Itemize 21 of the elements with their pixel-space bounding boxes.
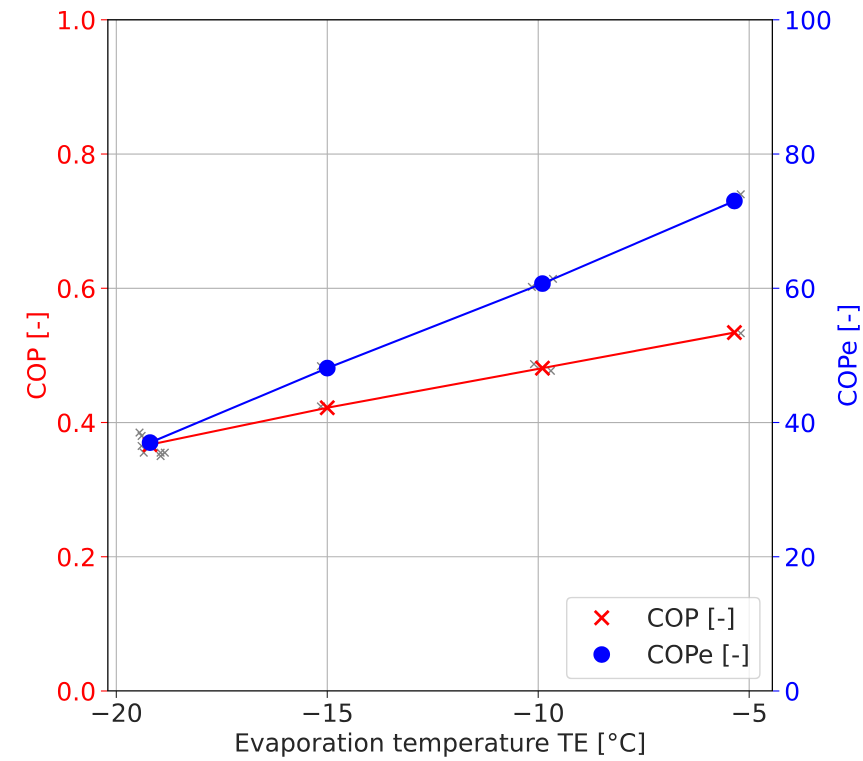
legend-label: COP [-]	[648, 608, 734, 630]
y-tick-label: 0.8	[58, 144, 94, 164]
legend-label: COPe [-]	[648, 644, 748, 667]
y-tick-label: 0.2	[58, 548, 94, 567]
y-tick-label: 0.4	[58, 413, 95, 432]
y2-axis-title: COPe [-]	[837, 306, 860, 406]
x-axis-title: Evaporation temperature TE [°C]	[236, 732, 644, 757]
y2-tick-label: 80	[786, 144, 814, 164]
x-tick-label: −5	[733, 704, 766, 722]
x-tick-label: −10	[514, 703, 563, 722]
y-axis-title: COP [-]	[26, 313, 49, 398]
x-tick-label: −20	[92, 703, 142, 722]
y2-tick-label: 100	[786, 10, 830, 30]
y-tick-label: 0.0	[58, 682, 94, 701]
y2-tick-label: 40	[785, 413, 814, 432]
y-tick-label: 1.0	[59, 10, 94, 30]
y2-tick-label: 60	[786, 279, 814, 298]
y2-tick-label: 0	[786, 682, 798, 701]
y-tick-label: 0.6	[58, 279, 94, 298]
y2-tick-label: 20	[786, 548, 814, 567]
x-tick-label: −15	[304, 704, 352, 722]
